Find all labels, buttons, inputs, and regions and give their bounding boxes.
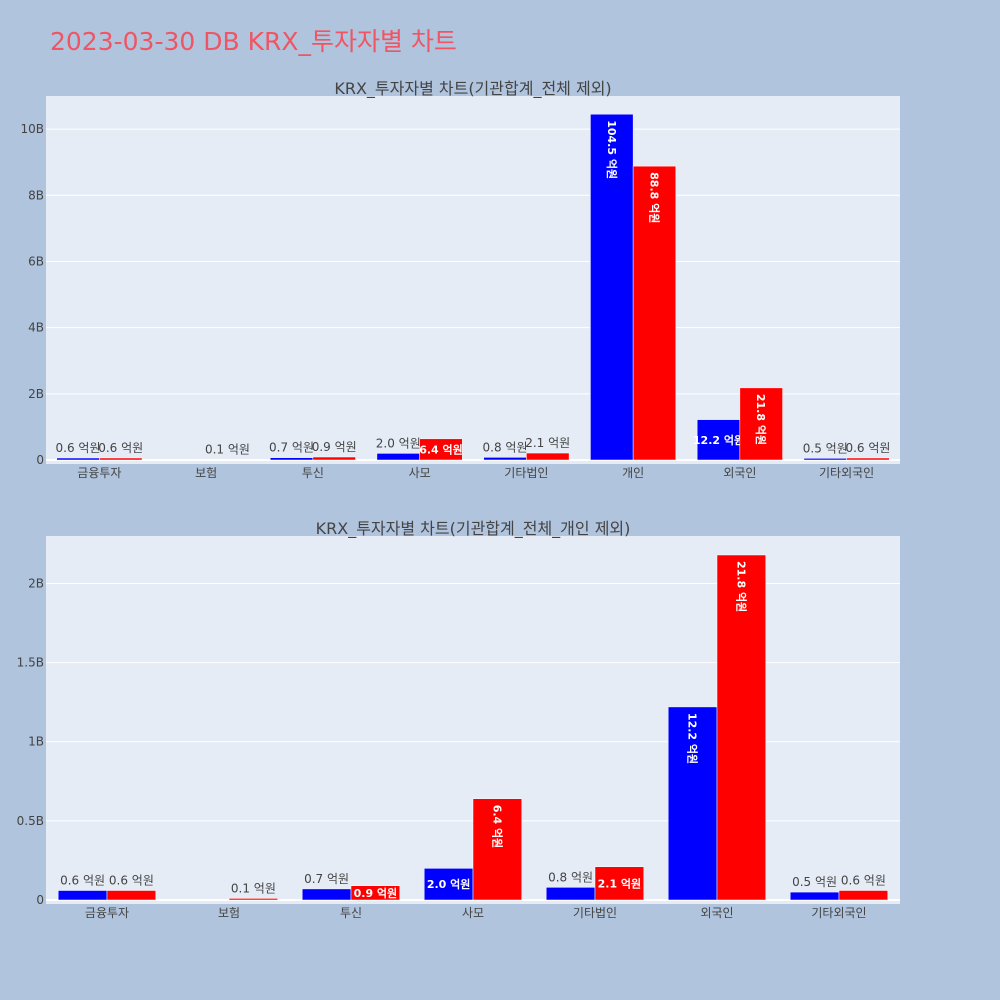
data-label: 0.6 억원 bbox=[109, 874, 154, 888]
data-label: 0.6 억원 bbox=[841, 874, 886, 888]
y-tick-label: 0 bbox=[36, 453, 44, 467]
x-tick-label: 기타외국인 bbox=[811, 906, 866, 920]
bar bbox=[419, 438, 463, 461]
chart-2: 0 0.5B 1B 1.5B 2B KRX_투자자별 차트(기관합계_전체_개인 제외) 금… bbox=[17, 519, 900, 920]
data-label: 21.8 억원 bbox=[734, 561, 748, 612]
data-label: 6.4 억원 bbox=[490, 805, 504, 849]
y-tick-label: 8B bbox=[28, 188, 44, 202]
data-label: 0.8 억원 bbox=[483, 440, 528, 454]
chart-1: 0 2B 4B 6B 8B 10B KRX_투자자별 차트(기관합계_전체 제외) 금융투자 보… bbox=[20, 79, 900, 480]
data-label: 0.7 억원 bbox=[269, 441, 314, 455]
bar bbox=[57, 890, 108, 901]
data-label: 0.5 억원 bbox=[803, 441, 848, 455]
y-tick-label: 4B bbox=[28, 321, 44, 335]
y-tick-label: 10B bbox=[20, 122, 44, 136]
x-tick-label: 개인 bbox=[622, 466, 644, 480]
bar bbox=[594, 866, 645, 901]
data-label: 0.6 억원 bbox=[845, 441, 890, 455]
data-label: 0.9 억원 bbox=[312, 440, 357, 454]
bar bbox=[739, 387, 783, 461]
data-label: 12.2 억원 bbox=[686, 713, 700, 764]
data-label: 2.1 억원 bbox=[525, 436, 570, 450]
bar bbox=[472, 798, 523, 901]
bar bbox=[632, 165, 677, 461]
bar bbox=[312, 456, 356, 461]
bar bbox=[838, 890, 889, 901]
bar bbox=[269, 457, 314, 461]
data-label: 0.9 억원 bbox=[354, 886, 398, 900]
data-label: 0.6 억원 bbox=[98, 441, 143, 455]
y-tick-label: 2B bbox=[28, 576, 44, 590]
x-tick-label: 외국인 bbox=[700, 906, 733, 920]
x-tick-label: 기타법인 bbox=[573, 906, 617, 920]
x-tick-label: 사모 bbox=[409, 466, 431, 480]
data-label: 0.1 억원 bbox=[231, 881, 276, 895]
data-label: 2.0 억원 bbox=[376, 436, 421, 450]
subplot-title: KRX_투자자별 차트(기관합계_전체 제외) bbox=[334, 79, 611, 99]
x-tick-label: 금융투자 bbox=[85, 906, 129, 920]
bar bbox=[667, 706, 718, 901]
x-tick-label: 금융투자 bbox=[77, 466, 121, 480]
data-label: 0.7 억원 bbox=[304, 872, 349, 886]
data-label: 2.1 억원 bbox=[598, 876, 642, 890]
bar bbox=[99, 457, 143, 461]
bar bbox=[483, 457, 527, 461]
y-tick-label: 6B bbox=[28, 254, 44, 268]
y-tick-label: 1B bbox=[28, 735, 44, 749]
bar bbox=[376, 453, 420, 461]
bar bbox=[846, 457, 890, 461]
page-title: 2023-03-30 DB KRX_투자자별 차트 bbox=[50, 27, 457, 56]
y-tick-label: 0 bbox=[36, 893, 44, 907]
bar bbox=[56, 457, 100, 461]
bar bbox=[423, 868, 474, 901]
bar bbox=[696, 419, 741, 461]
data-label: 21.8 억원 bbox=[754, 394, 768, 445]
data-label: 88.8 억원 bbox=[647, 172, 661, 223]
y-tick-label: 0.5B bbox=[17, 814, 44, 828]
x-tick-label: 기타법인 bbox=[504, 466, 548, 480]
y-tick-label: 1.5B bbox=[17, 656, 44, 670]
x-tick-label: 외국인 bbox=[723, 466, 756, 480]
bar bbox=[716, 554, 767, 901]
bar bbox=[526, 452, 570, 461]
subplot-title: KRX_투자자별 차트(기관합계_전체_개인 제외) bbox=[316, 519, 631, 539]
bar bbox=[350, 885, 401, 901]
data-label: 0.6 억원 bbox=[60, 874, 105, 888]
x-tick-label: 보험 bbox=[218, 906, 240, 920]
data-label: 0.5 억원 bbox=[792, 875, 837, 889]
x-tick-label: 보험 bbox=[195, 466, 217, 480]
x-tick-label: 투신 bbox=[302, 466, 324, 480]
data-label: 104.5 억원 bbox=[605, 120, 619, 179]
y-tick-label: 2B bbox=[28, 387, 44, 401]
bar bbox=[590, 113, 634, 461]
x-tick-label: 기타외국인 bbox=[819, 466, 874, 480]
bar bbox=[803, 458, 847, 461]
bar bbox=[545, 887, 596, 901]
data-label: 12.2 억원 bbox=[693, 433, 744, 447]
data-label: 0.6 억원 bbox=[56, 441, 101, 455]
bar bbox=[106, 890, 157, 901]
data-label: 0.8 억원 bbox=[548, 870, 593, 884]
data-label: 2.0 억원 bbox=[427, 877, 471, 891]
bar bbox=[789, 891, 840, 901]
bar bbox=[301, 888, 352, 901]
data-label: 0.1 억원 bbox=[205, 443, 250, 457]
x-tick-label: 사모 bbox=[462, 906, 484, 920]
bar bbox=[228, 898, 279, 901]
data-label: 6.4 억원 bbox=[419, 442, 463, 456]
x-tick-label: 투신 bbox=[340, 906, 362, 920]
